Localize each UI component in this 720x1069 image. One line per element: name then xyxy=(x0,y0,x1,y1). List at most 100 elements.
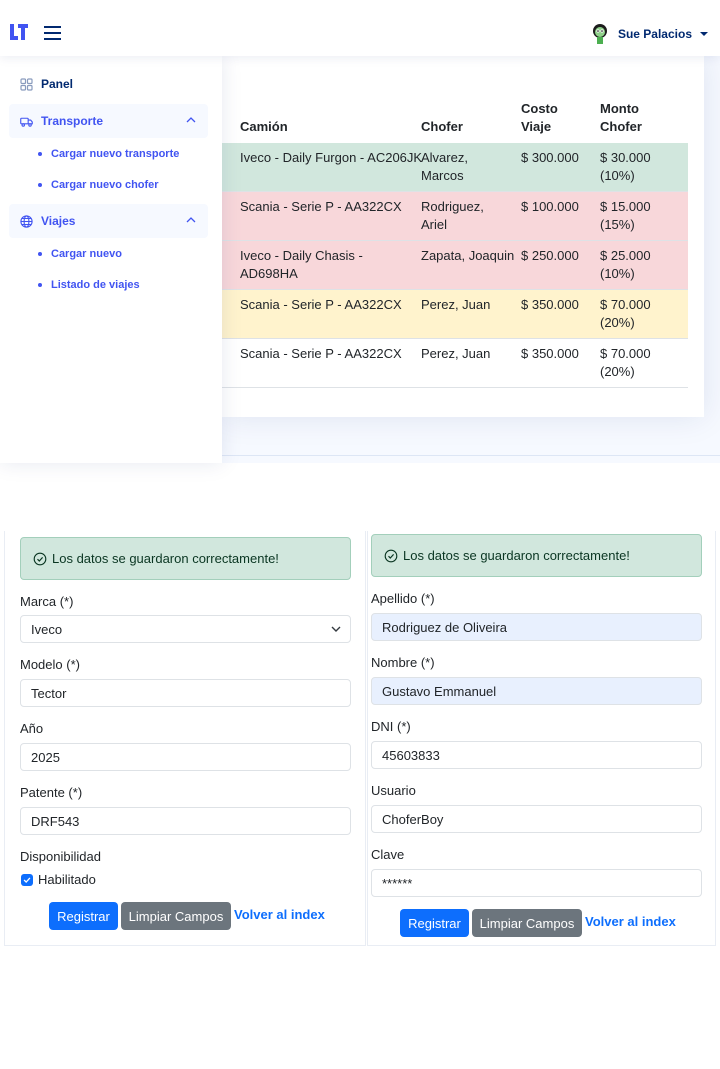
modelo-value: Tector xyxy=(31,685,67,701)
habilitado-checkbox[interactable] xyxy=(21,874,33,886)
cell-monto: $ 70.000 (20%) xyxy=(600,297,651,330)
table-row[interactable]: Iveco - Daily Chasis - AD698HA Zapata, J… xyxy=(222,241,688,290)
sidebar-subitem-cargar-nuevo-chofer[interactable]: Cargar nuevo chofer xyxy=(0,169,222,200)
sidebar-item-label: Panel xyxy=(41,77,74,91)
driver-form: Los datos se guardaron correctamente! Ap… xyxy=(367,531,716,946)
success-alert: Los datos se guardaron correctamente! xyxy=(20,537,351,580)
table-row[interactable]: Scania - Serie P - AA322CX Perez, Juan $… xyxy=(222,339,688,388)
cell-camion: Scania - Serie P - AA322CX xyxy=(240,297,402,312)
column-header-costo-line1[interactable]: Costo xyxy=(521,101,558,116)
clave-input[interactable]: ****** xyxy=(371,869,702,897)
nombre-input[interactable]: Gustavo Emmanuel xyxy=(371,677,702,705)
modelo-input[interactable]: Tector xyxy=(20,679,351,707)
disponibilidad-label: Disponibilidad xyxy=(20,849,101,864)
column-header-monto-line1[interactable]: Monto xyxy=(600,101,639,116)
nombre-label: Nombre (*) xyxy=(371,655,435,670)
usuario-input[interactable]: ChoferBoy xyxy=(371,805,702,833)
habilitado-label: Habilitado xyxy=(38,872,96,887)
marca-select[interactable]: Iveco xyxy=(20,615,351,643)
cell-costo: $ 350.000 xyxy=(521,297,579,312)
sidebar-item-label: Viajes xyxy=(41,214,76,228)
check-circle-icon xyxy=(384,549,398,563)
hamburger-icon[interactable] xyxy=(44,26,61,40)
grid-icon xyxy=(20,77,33,91)
cell-camion: Scania - Serie P - AA322CX xyxy=(240,346,402,361)
cell-camion-line1: Iveco - Daily Chasis - xyxy=(240,248,363,263)
sidebar-subitem-label: Cargar nuevo xyxy=(51,247,122,260)
volver-al-index-link[interactable]: Volver al index xyxy=(234,907,325,922)
chevron-up-icon xyxy=(186,217,196,223)
column-header-camion[interactable]: Camión xyxy=(240,119,288,134)
cell-camion: Scania - Serie P - AA322CX xyxy=(240,199,402,214)
cell-chofer-line1: Alvarez, xyxy=(421,150,468,165)
patente-label: Patente (*) xyxy=(20,785,83,800)
sidebar-subitem-cargar-nuevo[interactable]: Cargar nuevo xyxy=(0,238,222,269)
alert-message: Los datos se guardaron correctamente! xyxy=(52,551,279,566)
limpiar-campos-button[interactable]: Limpiar Campos xyxy=(121,902,231,930)
bullet-icon xyxy=(38,152,42,156)
table-row[interactable]: Scania - Serie P - AA322CX Rodriguez, Ar… xyxy=(222,192,688,241)
cell-chofer-line1: Rodriguez, xyxy=(421,199,484,214)
cell-camion: Iveco - Daily Furgon - AC206JK xyxy=(240,150,423,165)
apellido-label: Apellido (*) xyxy=(371,591,435,606)
cell-chofer-line2: Marcos xyxy=(421,168,464,183)
clave-value: ****** xyxy=(382,875,413,891)
sidebar: Panel Transporte Cargar nuevo transporte… xyxy=(0,56,222,463)
truck-icon xyxy=(20,115,33,128)
sidebar-subitem-label: Cargar nuevo transporte xyxy=(51,147,180,160)
table-header: Camión Chofer Costo Viaje Monto Chofer xyxy=(222,100,688,142)
table-row[interactable]: Scania - Serie P - AA322CX Perez, Juan $… xyxy=(222,290,688,339)
trips-table-card: Camión Chofer Costo Viaje Monto Chofer I… xyxy=(222,56,704,417)
sidebar-subitem-label: Listado de viajes xyxy=(51,278,140,291)
anio-label: Año xyxy=(20,721,44,736)
sidebar-item-transporte[interactable]: Transporte xyxy=(9,104,208,138)
sidebar-subitem-cargar-nuevo-transporte[interactable]: Cargar nuevo transporte xyxy=(0,138,222,169)
cell-chofer: Perez, Juan xyxy=(421,346,491,361)
sidebar-item-viajes[interactable]: Viajes xyxy=(9,204,208,238)
profile-name: Sue Palacios xyxy=(617,27,692,41)
registrar-button[interactable]: Registrar xyxy=(400,909,469,937)
cell-costo: $ 100.000 xyxy=(521,199,579,214)
limpiar-campos-button[interactable]: Limpiar Campos xyxy=(472,909,582,937)
bullet-icon xyxy=(38,183,42,187)
patente-input[interactable]: DRF543 xyxy=(20,807,351,835)
sidebar-subitem-label: Cargar nuevo chofer xyxy=(51,178,159,191)
column-header-costo-line2: Viaje xyxy=(521,119,552,134)
anio-value: 2025 xyxy=(31,749,60,765)
cell-chofer-line2: Ariel xyxy=(421,217,448,232)
apellido-input[interactable]: Rodriguez de Oliveira xyxy=(371,613,702,641)
divider xyxy=(222,455,720,456)
chevron-up-icon xyxy=(186,117,196,123)
marca-value: Iveco xyxy=(31,621,63,637)
table-row[interactable]: Iveco - Daily Furgon - AC206JK Alvarez, … xyxy=(222,143,688,192)
caret-down-icon xyxy=(700,32,708,36)
cell-monto: $ 25.000 (10%) xyxy=(600,248,651,281)
transport-form: Los datos se guardaron correctamente! Ma… xyxy=(4,531,366,946)
dni-input[interactable]: 45603833 xyxy=(371,741,702,769)
anio-input[interactable]: 2025 xyxy=(20,743,351,771)
profile-dropdown[interactable]: Sue Palacios xyxy=(588,22,708,46)
cell-camion-line2: AD698HA xyxy=(240,266,298,281)
cell-costo: $ 250.000 xyxy=(521,248,579,263)
column-header-chofer[interactable]: Chofer xyxy=(421,119,463,134)
globe-icon xyxy=(20,214,33,228)
column-header-monto-line2: Chofer xyxy=(600,119,642,134)
registrar-button[interactable]: Registrar xyxy=(49,902,118,930)
cell-costo: $ 350.000 xyxy=(521,346,579,361)
volver-al-index-link[interactable]: Volver al index xyxy=(585,914,676,929)
sidebar-item-panel[interactable]: Panel xyxy=(9,67,208,101)
logo-icon[interactable] xyxy=(9,22,29,42)
nombre-value: Gustavo Emmanuel xyxy=(382,683,497,699)
success-alert: Los datos se guardaron correctamente! xyxy=(371,534,702,577)
cell-monto: $ 15.000 (15%) xyxy=(600,199,651,232)
sidebar-subitem-listado-de-viajes[interactable]: Listado de viajes xyxy=(0,269,222,300)
modelo-label: Modelo (*) xyxy=(20,657,80,672)
alert-message: Los datos se guardaron correctamente! xyxy=(403,548,630,563)
bullet-icon xyxy=(38,252,42,256)
apellido-value: Rodriguez de Oliveira xyxy=(382,619,508,635)
patente-value: DRF543 xyxy=(31,813,80,829)
dni-value: 45603833 xyxy=(382,747,440,763)
chevron-down-icon xyxy=(331,626,341,632)
usuario-label: Usuario xyxy=(371,783,416,798)
dashboard-view: Sue Palacios Panel Transporte Cargar nue… xyxy=(0,0,720,463)
